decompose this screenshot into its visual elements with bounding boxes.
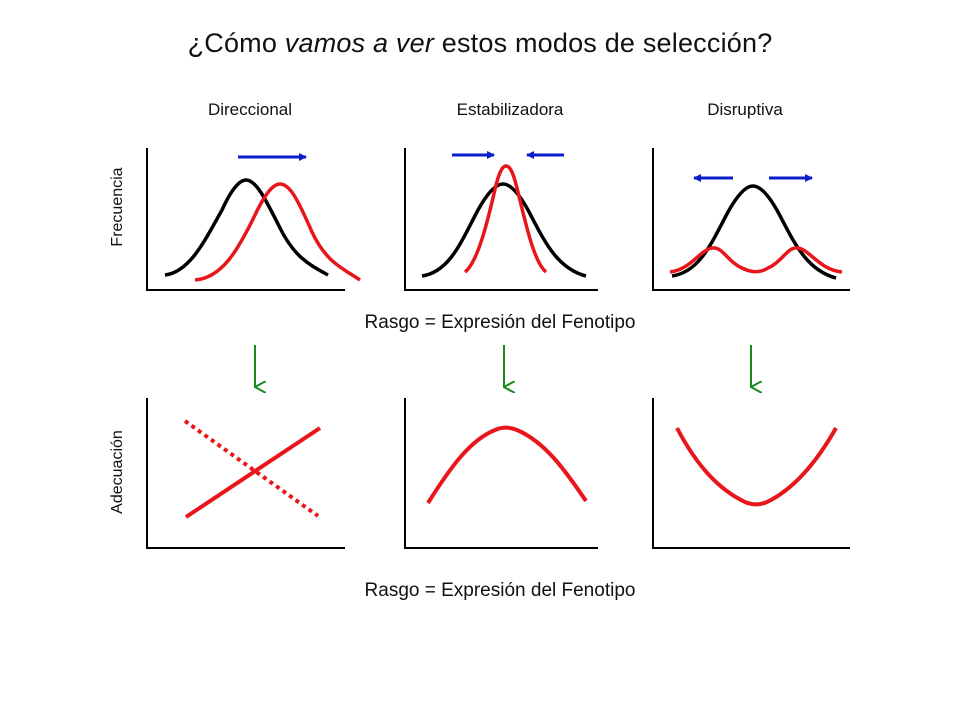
- fitness-line-decreasing-dotted: [183, 419, 320, 518]
- label-estabilizadora: Estabilizadora: [456, 100, 564, 119]
- curve-selected-estabilizadora: [463, 164, 548, 274]
- xlabel-rasgo-bottom: Rasgo = Expresión del Fenotipo: [364, 580, 636, 601]
- fitness-curve-disruptive: [675, 427, 838, 507]
- axes-top-2: [404, 148, 598, 291]
- curve-original-disruptiva: [671, 184, 837, 280]
- title-prefix: ¿Cómo: [187, 28, 285, 58]
- fitness-line-increasing: [184, 426, 322, 519]
- fitness-curve-stabilizing: [426, 425, 588, 505]
- axes-bottom-1: [146, 398, 345, 549]
- curve-original-direccional: [164, 178, 329, 277]
- axes-top-3: [652, 148, 850, 291]
- xlabel-rasgo-top: Rasgo = Expresión del Fenotipo: [364, 312, 636, 333]
- axes-bottom-3: [652, 398, 850, 549]
- axes-bottom-2: [404, 398, 598, 549]
- axes-top-1: [146, 148, 345, 291]
- curve-original-estabilizadora: [421, 182, 587, 278]
- label-direccional: Direccional: [207, 100, 293, 119]
- curve-selected-disruptiva: [669, 246, 843, 274]
- curve-selected-direccional: [194, 182, 361, 282]
- title-italic: vamos a ver: [284, 28, 435, 58]
- title-suffix: estos modos de selección?: [434, 28, 773, 58]
- slide-title: ¿Cómo vamos a ver estos modos de selecci…: [0, 28, 960, 59]
- label-disruptiva: Disruptiva: [707, 100, 783, 119]
